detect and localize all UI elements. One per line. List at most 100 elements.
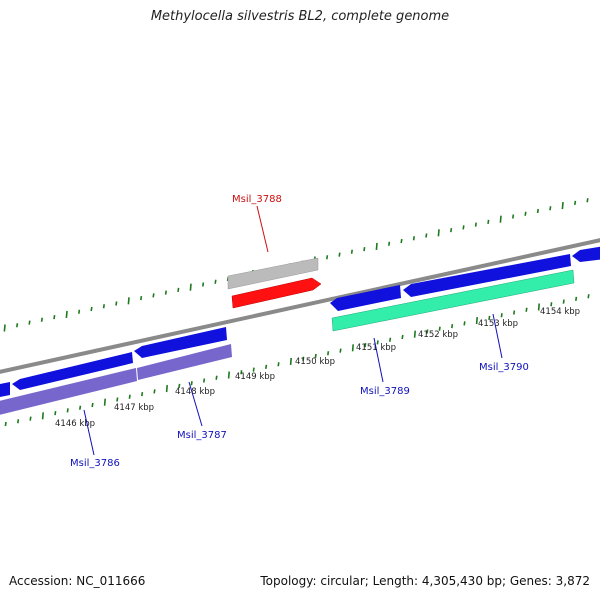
- outer-tick: [388, 241, 391, 246]
- outer-tick: [350, 249, 353, 254]
- outer-tick: [90, 306, 93, 312]
- gene-label[interactable]: Msil_3789: [360, 386, 410, 397]
- inner-tick: [488, 315, 491, 321]
- inner-tick: [116, 397, 119, 402]
- cds-bar-3786[interactable]: [0, 368, 137, 416]
- outer-tick: [102, 304, 105, 309]
- ruler-label: 4154 kbp: [540, 307, 580, 317]
- outer-tick: [425, 233, 428, 238]
- outer-tick: [53, 314, 56, 320]
- inner-tick: [103, 398, 106, 406]
- inner-tick: [277, 362, 280, 367]
- inner-tick: [426, 329, 429, 334]
- inner-tick: [451, 323, 454, 329]
- inner-tick: [4, 421, 7, 427]
- outer-tick: [487, 219, 490, 225]
- outer-tick: [65, 310, 68, 318]
- gene-label-leader: [492, 313, 503, 359]
- inner-tick: [339, 348, 342, 353]
- outer-tick: [375, 242, 378, 250]
- inner-tick-track: [4, 294, 590, 427]
- outer-tick: [28, 320, 31, 325]
- genome-backbone: [0, 238, 600, 374]
- outer-tick: [474, 222, 477, 227]
- gene-label-leader: [256, 205, 269, 253]
- outer-tick: [40, 317, 43, 322]
- inner-tick: [463, 321, 466, 326]
- outer-tick: [338, 252, 341, 257]
- gene-label-leader: [83, 409, 95, 456]
- outer-tick: [561, 202, 564, 210]
- inner-tick: [500, 313, 503, 318]
- gene-arrow-3791[interactable]: [572, 246, 600, 262]
- ruler-label: 4148 kbp: [175, 387, 215, 397]
- outer-tick: [462, 225, 465, 230]
- outer-tick: [450, 227, 453, 233]
- inner-tick: [17, 419, 20, 424]
- cds-bar-3789-3790[interactable]: [331, 269, 575, 332]
- gene-label-leader: [373, 337, 384, 383]
- inner-tick: [376, 340, 379, 345]
- ruler-label: 4152 kbp: [418, 330, 458, 340]
- inner-tick: [252, 367, 255, 372]
- outer-tick: [512, 214, 515, 219]
- inner-tick: [351, 344, 354, 352]
- inner-tick: [128, 394, 131, 399]
- outer-tick: [214, 279, 217, 284]
- genome-summary-text: Topology: circular; Length: 4,305,430 bp…: [260, 574, 590, 588]
- inner-tick: [91, 402, 94, 408]
- highlight-cds-bar[interactable]: [227, 257, 319, 290]
- ruler-label: 4150 kbp: [295, 357, 335, 367]
- gene-label[interactable]: Msil_3788: [232, 194, 282, 205]
- outer-tick: [326, 255, 329, 260]
- inner-tick: [79, 405, 82, 410]
- inner-tick: [240, 370, 243, 375]
- ruler-label: 4149 kbp: [235, 372, 275, 382]
- inner-tick: [29, 416, 32, 421]
- inner-tick: [401, 334, 404, 340]
- inner-tick: [513, 310, 516, 315]
- gene-arrow-3789[interactable]: [330, 285, 401, 311]
- outer-tick: [536, 208, 539, 214]
- outer-tick: [549, 206, 552, 211]
- inner-tick: [165, 385, 168, 393]
- outer-tick: [412, 236, 415, 241]
- ruler-label: 4153 kbp: [478, 319, 518, 329]
- outer-tick: [499, 215, 502, 223]
- right-gene-track: [330, 246, 600, 332]
- cds-bar-3787[interactable]: [137, 344, 232, 380]
- inner-tick: [389, 337, 392, 342]
- inner-tick: [302, 356, 305, 361]
- ruler-label: 4146 kbp: [55, 419, 95, 429]
- outer-tick: [586, 198, 589, 203]
- inner-tick: [54, 410, 57, 416]
- inner-tick: [562, 299, 565, 304]
- inner-tick: [265, 364, 268, 370]
- inner-tick: [587, 294, 590, 299]
- gene-arrow-3787[interactable]: [134, 327, 227, 358]
- highlight-gene-arrow[interactable]: [231, 277, 322, 309]
- outer-tick: [400, 238, 403, 244]
- map-title: Methylocella silvestris BL2, complete ge…: [150, 9, 450, 24]
- gene-arrow-3790[interactable]: [403, 254, 571, 297]
- gene-label-leader: [188, 381, 203, 427]
- outer-tick: [78, 309, 81, 314]
- gene-label[interactable]: Msil_3786: [70, 458, 120, 469]
- gene-arrow-3785[interactable]: [0, 382, 10, 398]
- left-gene-track: [0, 327, 232, 416]
- inner-tick: [575, 296, 578, 302]
- outer-tick: [177, 287, 180, 293]
- inner-tick: [525, 307, 528, 312]
- inner-tick: [178, 383, 181, 389]
- outer-tick: [189, 283, 192, 291]
- gene-arrow-3786[interactable]: [12, 352, 133, 390]
- inner-tick: [203, 378, 206, 383]
- outer-tick: [574, 200, 577, 206]
- inner-tick: [413, 330, 416, 338]
- outer-tick: [16, 323, 19, 328]
- gene-label[interactable]: Msil_3790: [479, 362, 529, 373]
- inner-tick: [66, 408, 69, 413]
- gene-labels: Msil_3786 Msil_3787 Msil_3788 Msil_3789 Msil…: [70, 194, 529, 469]
- gene-label[interactable]: Msil_3787: [177, 430, 227, 441]
- outer-tick: [127, 297, 130, 305]
